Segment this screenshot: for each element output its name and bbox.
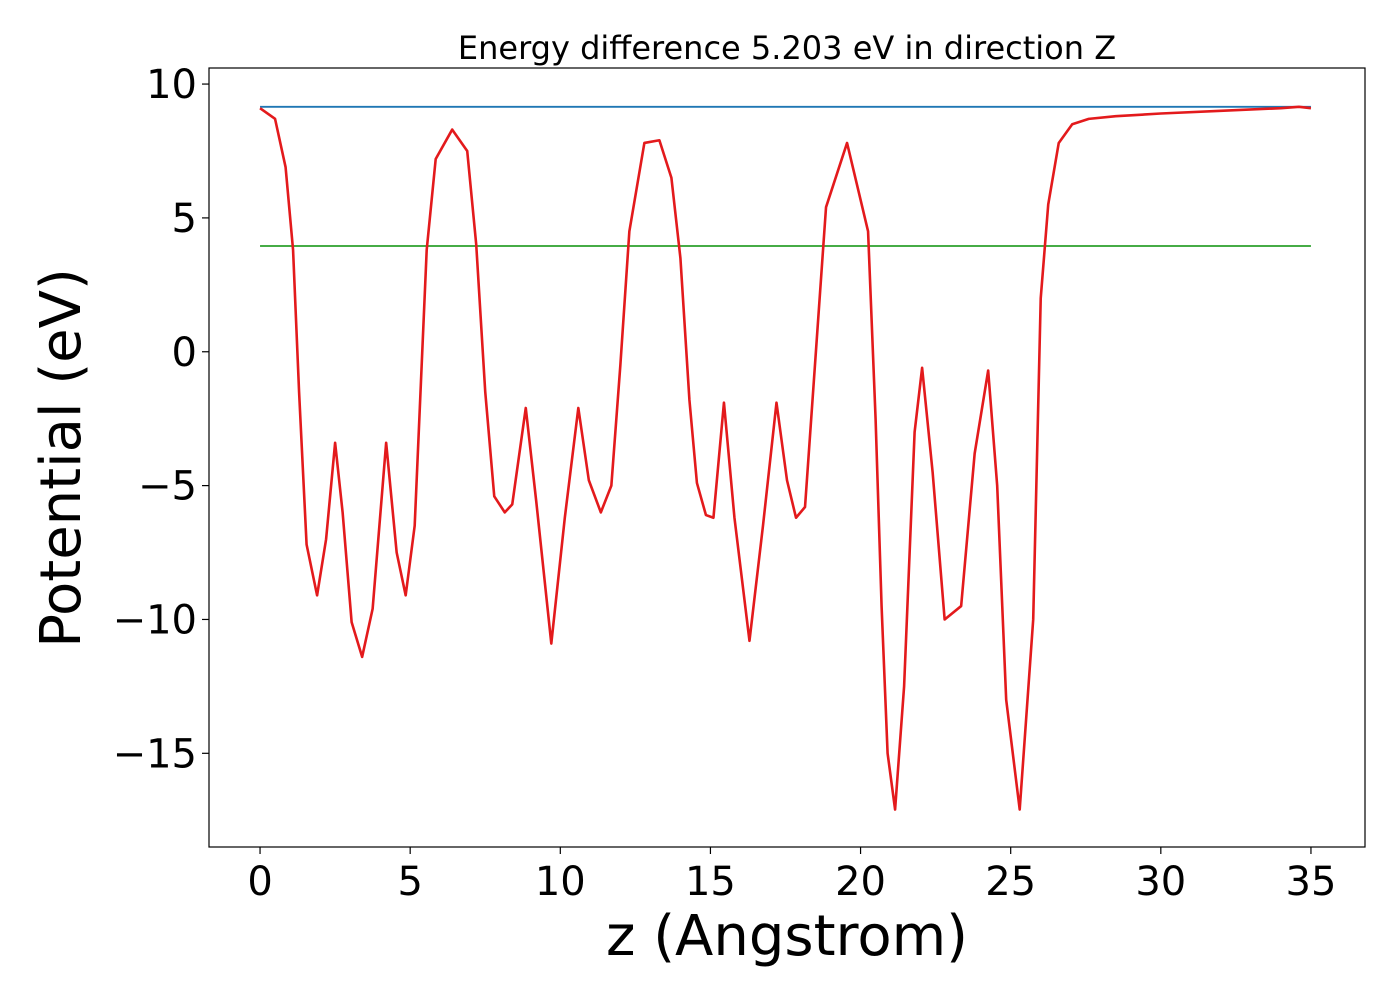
y-tick-label: 10 <box>146 62 197 108</box>
x-tick-label: 5 <box>397 859 422 905</box>
series-layer <box>259 105 1312 811</box>
y-tick-label: 5 <box>172 196 197 242</box>
chart-title: Energy difference 5.203 eV in direction … <box>458 29 1116 67</box>
x-tick-label: 30 <box>1135 859 1186 905</box>
ticks-layer: 0 5 10 15 20 25 30 35 10 5 0 −5 −10 −15 <box>113 62 1337 905</box>
x-tick-label: 20 <box>835 859 886 905</box>
x-tick-label: 35 <box>1286 859 1337 905</box>
x-tick-label: 15 <box>685 859 736 905</box>
y-tick-label: −15 <box>113 731 197 777</box>
x-axis-label: z (Angstrom) <box>606 904 968 969</box>
x-tick-label: 10 <box>535 859 586 905</box>
plot-frame <box>208 67 1366 848</box>
x-tick-label: 0 <box>247 859 272 905</box>
y-tick-label: −5 <box>138 464 197 510</box>
y-axis-label: Potential (eV) <box>29 268 94 648</box>
potential-line <box>259 105 1312 811</box>
x-tick-label: 25 <box>985 859 1036 905</box>
y-tick-label: −10 <box>113 597 197 643</box>
y-tick-label: 0 <box>172 330 197 376</box>
